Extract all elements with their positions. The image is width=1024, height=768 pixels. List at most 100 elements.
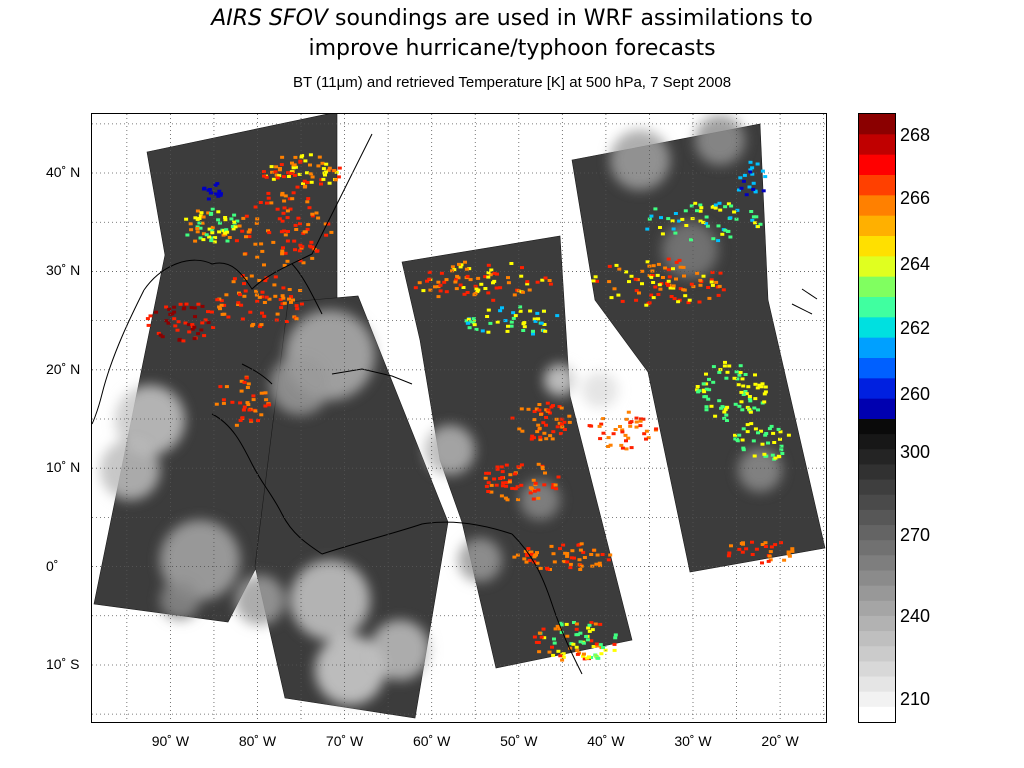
retrieval-point <box>215 182 220 186</box>
retrieval-point <box>489 490 494 494</box>
retrieval-point <box>565 554 570 558</box>
retrieval-point <box>737 547 742 551</box>
retrieval-point <box>541 627 546 631</box>
retrieval-point <box>790 547 795 551</box>
colorbar-temp-tick: 268 <box>900 125 931 145</box>
cloud-patch <box>370 620 430 680</box>
retrieval-point <box>230 225 235 228</box>
retrieval-point <box>244 214 249 218</box>
retrieval-point <box>578 640 583 644</box>
retrieval-point <box>634 298 639 302</box>
cloud-patch <box>738 448 782 492</box>
retrieval-point <box>724 413 729 417</box>
retrieval-point <box>735 439 740 443</box>
retrieval-point <box>561 655 566 659</box>
cloud-patch <box>100 440 160 500</box>
retrieval-point <box>223 216 228 219</box>
retrieval-point <box>709 280 714 284</box>
retrieval-point <box>613 636 618 640</box>
retrieval-point <box>626 436 631 440</box>
swath-3 <box>401 235 633 669</box>
lon-label: 90˚ W <box>151 733 190 749</box>
retrieval-point <box>595 644 600 648</box>
retrieval-point <box>613 428 618 431</box>
retrieval-point <box>243 289 248 293</box>
retrieval-point <box>505 329 510 333</box>
retrieval-point <box>763 175 768 179</box>
retrieval-point <box>314 211 319 215</box>
retrieval-point <box>733 437 738 441</box>
retrieval-point <box>474 327 479 331</box>
retrieval-point <box>204 233 209 237</box>
retrieval-point <box>158 333 163 337</box>
retrieval-point <box>612 642 617 646</box>
retrieval-point <box>531 332 535 336</box>
retrieval-point <box>749 422 754 426</box>
retrieval-point <box>661 276 665 279</box>
retrieval-point <box>294 304 299 308</box>
retrieval-point <box>711 365 716 369</box>
colorbar-band <box>859 134 895 156</box>
retrieval-point <box>738 176 743 180</box>
retrieval-point <box>226 315 231 319</box>
retrieval-point <box>306 223 311 227</box>
retrieval-point <box>281 211 286 215</box>
retrieval-point <box>565 634 570 638</box>
retrieval-point <box>257 295 262 299</box>
retrieval-point <box>286 230 290 233</box>
retrieval-point <box>479 282 484 286</box>
retrieval-point <box>254 293 259 297</box>
coastline-segment <box>143 133 373 291</box>
retrieval-point <box>559 417 564 421</box>
cloud-patch <box>235 575 285 625</box>
retrieval-point <box>616 293 621 297</box>
retrieval-point <box>484 484 489 488</box>
retrieval-point <box>725 230 730 233</box>
retrieval-point <box>487 471 491 475</box>
retrieval-point <box>279 306 284 310</box>
retrieval-point <box>582 652 586 656</box>
retrieval-point <box>763 545 768 548</box>
retrieval-point <box>746 385 751 389</box>
retrieval-point <box>282 229 286 233</box>
retrieval-point <box>200 304 205 308</box>
retrieval-point <box>177 338 182 342</box>
retrieval-point <box>216 218 221 222</box>
retrieval-point <box>321 167 326 171</box>
retrieval-point <box>565 560 570 564</box>
retrieval-point <box>283 233 288 237</box>
retrieval-point <box>512 555 517 559</box>
retrieval-point <box>634 416 639 420</box>
retrieval-point <box>589 621 594 625</box>
retrieval-point <box>531 497 536 501</box>
retrieval-point <box>293 248 297 252</box>
retrieval-point <box>259 391 264 395</box>
colorbar-band <box>859 378 895 400</box>
retrieval-point <box>486 308 491 312</box>
retrieval-point <box>483 287 488 290</box>
retrieval-point <box>495 272 499 276</box>
retrieval-point <box>172 317 177 321</box>
retrieval-point <box>327 166 332 170</box>
retrieval-point <box>634 420 639 424</box>
retrieval-point <box>281 286 286 290</box>
retrieval-point <box>734 217 739 221</box>
retrieval-point <box>574 633 579 637</box>
retrieval-point <box>507 480 512 484</box>
retrieval-point <box>251 394 256 398</box>
retrieval-point <box>210 310 214 314</box>
retrieval-point <box>758 222 763 226</box>
retrieval-point <box>511 311 516 315</box>
retrieval-point <box>264 175 269 179</box>
retrieval-point <box>183 321 188 325</box>
retrieval-point <box>716 239 721 243</box>
retrieval-point <box>216 194 221 198</box>
retrieval-point <box>740 408 745 412</box>
retrieval-point <box>748 168 753 172</box>
retrieval-point <box>264 295 269 299</box>
retrieval-point <box>772 441 777 444</box>
retrieval-point <box>267 297 272 301</box>
retrieval-point <box>689 238 693 242</box>
retrieval-point <box>229 217 234 221</box>
retrieval-point <box>747 395 752 398</box>
